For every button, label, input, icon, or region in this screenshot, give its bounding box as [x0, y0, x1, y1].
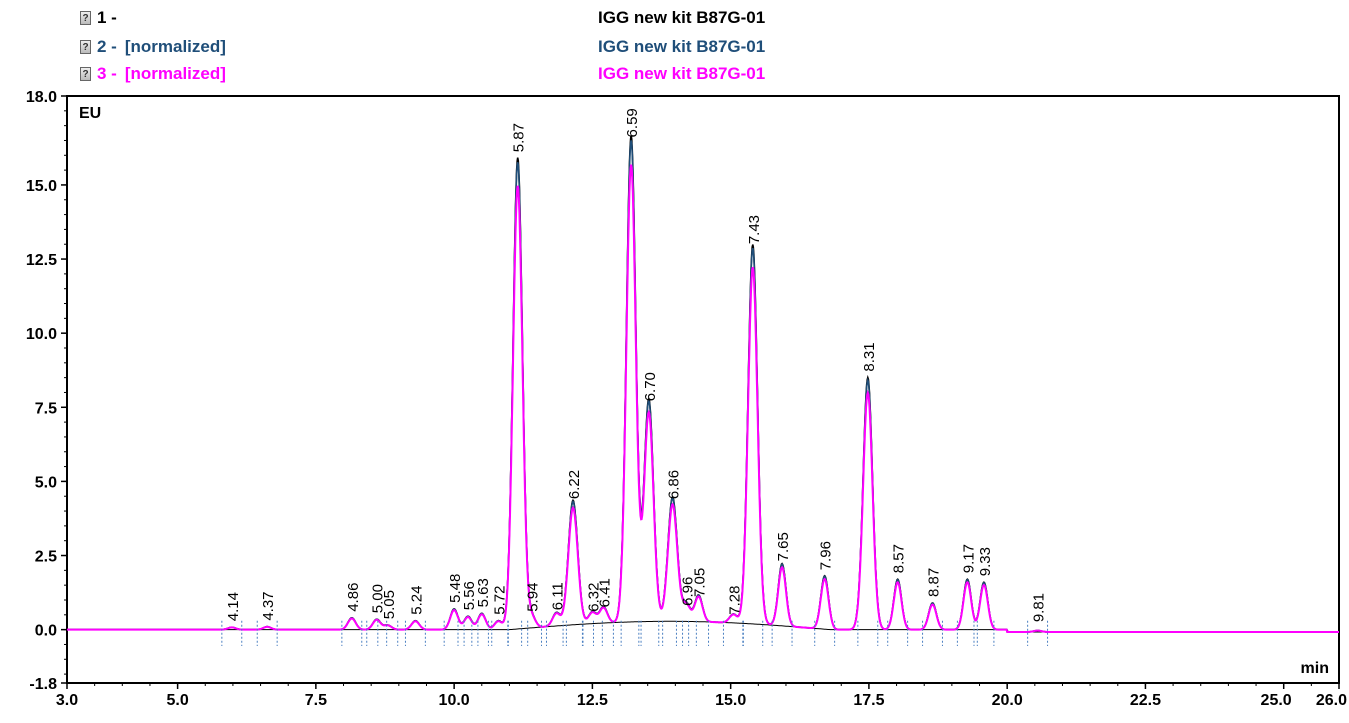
series-line-1 — [67, 135, 1339, 633]
peak-label: 4.14 — [225, 592, 242, 621]
peak-label: 6.11 — [549, 582, 566, 610]
legend-entry-1[interactable]: ? 1 - — [80, 8, 125, 28]
peak-label: 7.05 — [692, 568, 709, 597]
peak-label: 5.05 — [381, 590, 398, 619]
x-tick-label: 12.5 — [577, 692, 608, 709]
y-tick-label: 5.0 — [35, 474, 57, 491]
peak-label: 4.37 — [260, 591, 277, 620]
y-tick-label: 12.5 — [26, 252, 57, 269]
peak-label: 9.81 — [1031, 593, 1048, 622]
x-tick-label: 3.0 — [56, 692, 78, 709]
peak-label: 7.28 — [726, 586, 743, 615]
legend-note: [normalized] — [124, 37, 226, 56]
peak-label: 6.70 — [642, 372, 659, 401]
series-line-2 — [67, 140, 1339, 633]
legend-entry-2[interactable]: ? 2 - [normalized] — [80, 37, 226, 57]
legend-title-1: IGG new kit B87G-01 — [598, 8, 766, 27]
legend-id: 1 - — [97, 8, 117, 27]
x-axis-label: min — [1301, 660, 1329, 677]
legend-title-2: IGG new kit B87G-01 — [598, 37, 766, 56]
peak-label: 8.57 — [891, 544, 908, 573]
y-axis-label: EU — [79, 105, 101, 122]
peak-label: 6.22 — [566, 470, 583, 499]
x-tick-label: 17.5 — [853, 692, 884, 709]
peak-label: 5.87 — [511, 123, 528, 152]
x-tick-label: 15.0 — [715, 692, 746, 709]
y-tick-label: 10.0 — [26, 326, 57, 343]
legend-status-icon: ? — [80, 11, 91, 25]
peak-label: 9.33 — [977, 547, 994, 576]
y-tick-label: 15.0 — [26, 178, 57, 195]
legend-id: 3 - — [97, 64, 117, 83]
x-tick-label: 20.0 — [992, 692, 1023, 709]
peak-label: 7.43 — [746, 215, 763, 244]
peak-label: 5.00 — [370, 584, 387, 613]
y-tick-label: -1.8 — [29, 676, 57, 693]
y-tick-label: 2.5 — [35, 549, 57, 566]
y-tick-label: 0.0 — [35, 623, 57, 640]
peak-label: 8.87 — [926, 568, 943, 597]
peak-label: 6.59 — [624, 108, 641, 137]
series-line-3 — [67, 164, 1339, 633]
peak-label: 6.32 — [585, 583, 602, 612]
peak-label: 5.94 — [525, 583, 542, 612]
x-tick-label: 26.0 — [1316, 692, 1347, 709]
peak-label: 7.96 — [818, 541, 835, 570]
x-tick-label: 22.5 — [1130, 692, 1161, 709]
y-tick-label: 18.0 — [26, 89, 57, 106]
x-tick-label: 5.0 — [166, 692, 188, 709]
legend-note: [normalized] — [124, 64, 226, 83]
legend-entry-3[interactable]: ? 3 - [normalized] — [80, 64, 226, 84]
legend-status-icon: ? — [80, 40, 91, 54]
peak-label: 9.17 — [960, 544, 977, 573]
peak-label: 8.31 — [861, 342, 878, 371]
legend-status-icon: ? — [80, 67, 91, 81]
peak-label: 4.86 — [345, 583, 362, 612]
peak-label: 6.96 — [679, 577, 696, 606]
peak-label: 7.65 — [775, 532, 792, 561]
peak-label: 5.72 — [491, 586, 508, 615]
peak-label: 5.56 — [461, 581, 478, 610]
legend-title-3: IGG new kit B87G-01 — [598, 64, 766, 83]
peak-label: 5.24 — [408, 586, 425, 615]
x-tick-label: 7.5 — [305, 692, 327, 709]
x-tick-label: 10.0 — [439, 692, 470, 709]
x-tick-label: 25.0 — [1261, 692, 1292, 709]
peak-label: 6.86 — [666, 470, 683, 499]
peak-label: 5.63 — [475, 578, 492, 607]
y-tick-label: 7.5 — [35, 400, 57, 417]
legend-id: 2 - — [97, 37, 117, 56]
peak-label: 6.41 — [596, 578, 613, 607]
peak-label: 5.48 — [447, 574, 464, 603]
